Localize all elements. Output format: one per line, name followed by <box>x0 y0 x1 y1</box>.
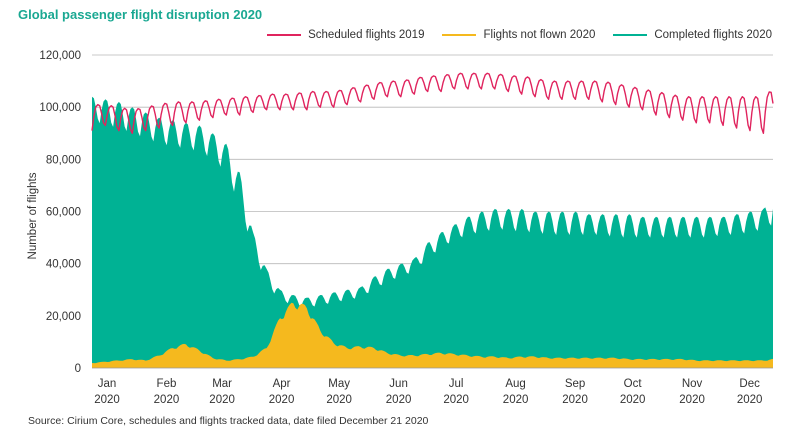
x-tick-year: 2020 <box>503 394 529 406</box>
y-axis: 0 20,000 40,000 60,000 80,000 100,000 120,000 <box>39 50 81 375</box>
scheduled-flights-layer <box>91 72 774 134</box>
scheduled-flights-line <box>91 72 774 134</box>
x-tick-month: Mar <box>212 378 232 390</box>
x-tick-year: 2020 <box>269 394 295 406</box>
not-flown-layer <box>92 302 773 368</box>
x-tick-year: 2020 <box>386 394 412 406</box>
not-flown-area <box>92 302 773 368</box>
y-tick-label: 80,000 <box>46 154 81 166</box>
x-tick-month: Nov <box>682 378 703 390</box>
x-tick-year: 2020 <box>620 394 646 406</box>
completed-flights-layer <box>92 96 773 368</box>
x-tick-year: 2020 <box>326 394 352 406</box>
x-tick-year: 2020 <box>562 394 588 406</box>
chart-title: Global passenger flight disruption 2020 <box>18 7 263 22</box>
completed-flights-area <box>92 96 773 368</box>
legend-label-scheduled-2019: Scheduled flights 2019 <box>308 29 425 41</box>
x-tick-year: 2020 <box>443 394 469 406</box>
y-tick-label: 20,000 <box>46 311 81 323</box>
legend-item-scheduled-2019: Scheduled flights 2019 <box>267 29 424 41</box>
y-tick-label: 40,000 <box>46 259 81 271</box>
x-tick-year: 2020 <box>94 394 120 406</box>
x-tick-month: Jun <box>389 378 408 390</box>
y-tick-label: 120,000 <box>39 50 81 62</box>
legend-label-completed-2020: Completed flights 2020 <box>654 29 772 41</box>
x-tick-month: Sep <box>565 378 585 390</box>
x-tick-month: Jan <box>98 378 117 390</box>
x-tick-month: May <box>328 378 350 390</box>
y-axis-title: Number of flights <box>27 172 39 259</box>
x-tick-year: 2020 <box>737 394 763 406</box>
x-axis: Jan 2020 Feb 2020 Mar 2020 Apr 2020 May 2020 Jun 20… <box>92 367 773 406</box>
x-tick-month: Aug <box>505 378 525 390</box>
x-tick-month: Dec <box>739 378 760 390</box>
legend-item-not-flown-2020: Flights not flown 2020 <box>442 29 595 41</box>
x-tick-month: Apr <box>273 378 291 390</box>
x-tick-month: Jul <box>449 378 464 390</box>
x-tick-month: Oct <box>624 378 643 390</box>
x-tick-year: 2020 <box>679 394 705 406</box>
x-tick-year: 2020 <box>154 394 180 406</box>
y-tick-label: 60,000 <box>46 207 81 219</box>
legend-swatch-completed-2020 <box>613 34 648 36</box>
source-note: Source: Cirium Core, schedules and fligh… <box>28 415 429 427</box>
chart-legend: Scheduled flights 2019 Flights not flown… <box>267 29 772 41</box>
x-tick-year: 2020 <box>209 394 235 406</box>
legend-item-completed-2020: Completed flights 2020 <box>613 29 772 41</box>
y-tick-label: 100,000 <box>39 102 81 114</box>
y-tick-label: 0 <box>75 363 81 375</box>
legend-label-not-flown-2020: Flights not flown 2020 <box>483 29 596 41</box>
legend-swatch-scheduled-2019 <box>267 34 302 36</box>
x-tick-month: Feb <box>157 378 177 390</box>
legend-swatch-not-flown-2020 <box>442 34 477 36</box>
